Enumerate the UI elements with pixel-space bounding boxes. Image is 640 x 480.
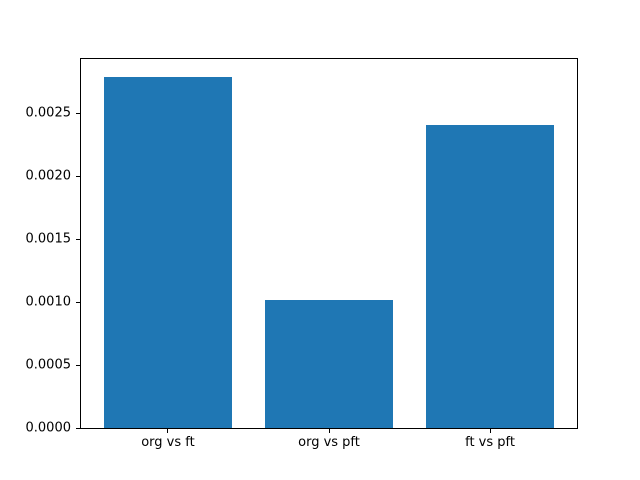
x-tick-label: org vs pft xyxy=(298,435,360,450)
y-tick-label: 0.0005 xyxy=(25,357,72,373)
y-tick-label: 0.0000 xyxy=(25,420,72,436)
y-tick-mark xyxy=(76,175,80,177)
y-tick-label: 0.0020 xyxy=(25,168,72,184)
y-tick-mark xyxy=(76,427,80,429)
y-tick-mark xyxy=(76,301,80,303)
x-tick-mark xyxy=(167,429,169,433)
y-tick-label: 0.0010 xyxy=(25,294,72,310)
y-tick-mark xyxy=(76,364,80,366)
plot-area xyxy=(80,58,578,429)
y-tick-label: 0.0015 xyxy=(25,231,72,247)
y-tick-mark xyxy=(76,238,80,240)
y-tick-label: 0.0025 xyxy=(25,105,72,121)
bar-ft-vs-pft xyxy=(425,124,555,428)
y-tick-mark xyxy=(76,112,80,114)
bar-org-vs-ft xyxy=(103,76,233,428)
x-tick-mark xyxy=(489,429,491,433)
x-tick-label: org vs ft xyxy=(141,435,195,450)
x-tick-mark xyxy=(328,429,330,433)
x-tick-label: ft vs pft xyxy=(465,435,515,450)
bar-org-vs-pft xyxy=(264,299,394,428)
